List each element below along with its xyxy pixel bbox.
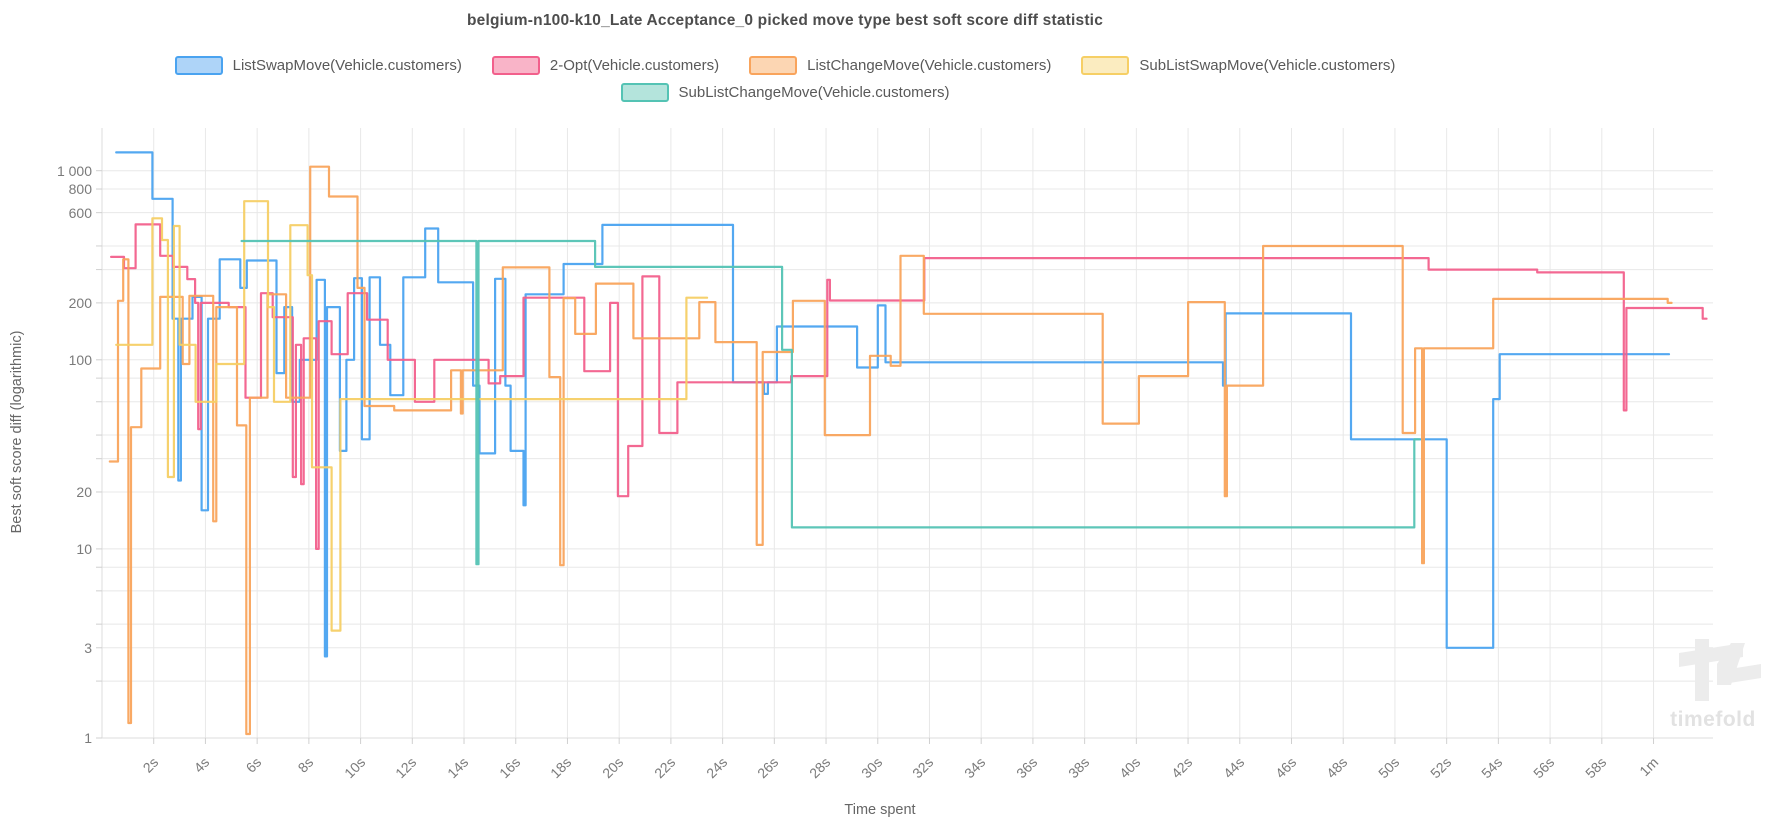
series-line-listchangemove <box>108 165 1673 736</box>
legend-item[interactable]: SubListSwapMove(Vehicle.customers) <box>1081 56 1395 75</box>
legend-item[interactable]: SubListChangeMove(Vehicle.customers) <box>620 83 950 102</box>
legend: ListSwapMove(Vehicle.customers) 2-Opt(Veh… <box>0 56 1570 102</box>
x-axis-title: Time spent <box>844 802 916 818</box>
legend-item[interactable]: 2-Opt(Vehicle.customers) <box>491 56 720 75</box>
watermark-text: timefold <box>1670 708 1756 731</box>
legend-label: ListSwapMove(Vehicle.customers) <box>232 57 462 74</box>
legend-swatch-icon <box>749 56 798 75</box>
series-line-2-opt <box>110 223 1708 550</box>
legend-row-2: SubListChangeMove(Vehicle.customers) <box>620 83 950 102</box>
legend-item[interactable]: ListChangeMove(Vehicle.customers) <box>749 56 1051 75</box>
legend-swatch-icon <box>1081 56 1130 75</box>
legend-swatch-icon <box>174 56 223 75</box>
y-tick-label: 200 <box>68 294 92 311</box>
series-line-sublistswapmove <box>115 200 709 632</box>
y-tick-label: 1 <box>84 730 92 746</box>
timefold-logo-icon <box>1679 639 1761 701</box>
legend-label: 2-Opt(Vehicle.customers) <box>549 57 720 74</box>
y-tick-label: 3 <box>84 639 92 656</box>
chart-title: belgium-n100-k10_Late Acceptance_0 picke… <box>466 12 1104 29</box>
y-tick-label: 1 000 <box>56 162 92 179</box>
series-line-sublistchangemove <box>240 239 1421 566</box>
legend-item[interactable]: ListSwapMove(Vehicle.customers) <box>174 56 462 75</box>
legend-label: SubListChangeMove(Vehicle.customers) <box>678 84 950 101</box>
legend-label: ListChangeMove(Vehicle.customers) <box>807 57 1052 74</box>
legend-swatch-icon <box>491 56 540 75</box>
legend-swatch-icon <box>620 83 669 102</box>
y-tick-label: 100 <box>68 351 92 368</box>
watermark: timefold <box>1658 627 1768 732</box>
y-tick-label: 600 <box>68 204 92 221</box>
legend-row-1: ListSwapMove(Vehicle.customers) 2-Opt(Veh… <box>174 56 1395 75</box>
series-line-listswapmove <box>115 151 1671 658</box>
y-tick-label: 10 <box>76 540 92 557</box>
y-tick-label: 800 <box>68 181 92 198</box>
y-tick-label: 20 <box>76 483 92 500</box>
legend-label: SubListSwapMove(Vehicle.customers) <box>1139 57 1396 74</box>
